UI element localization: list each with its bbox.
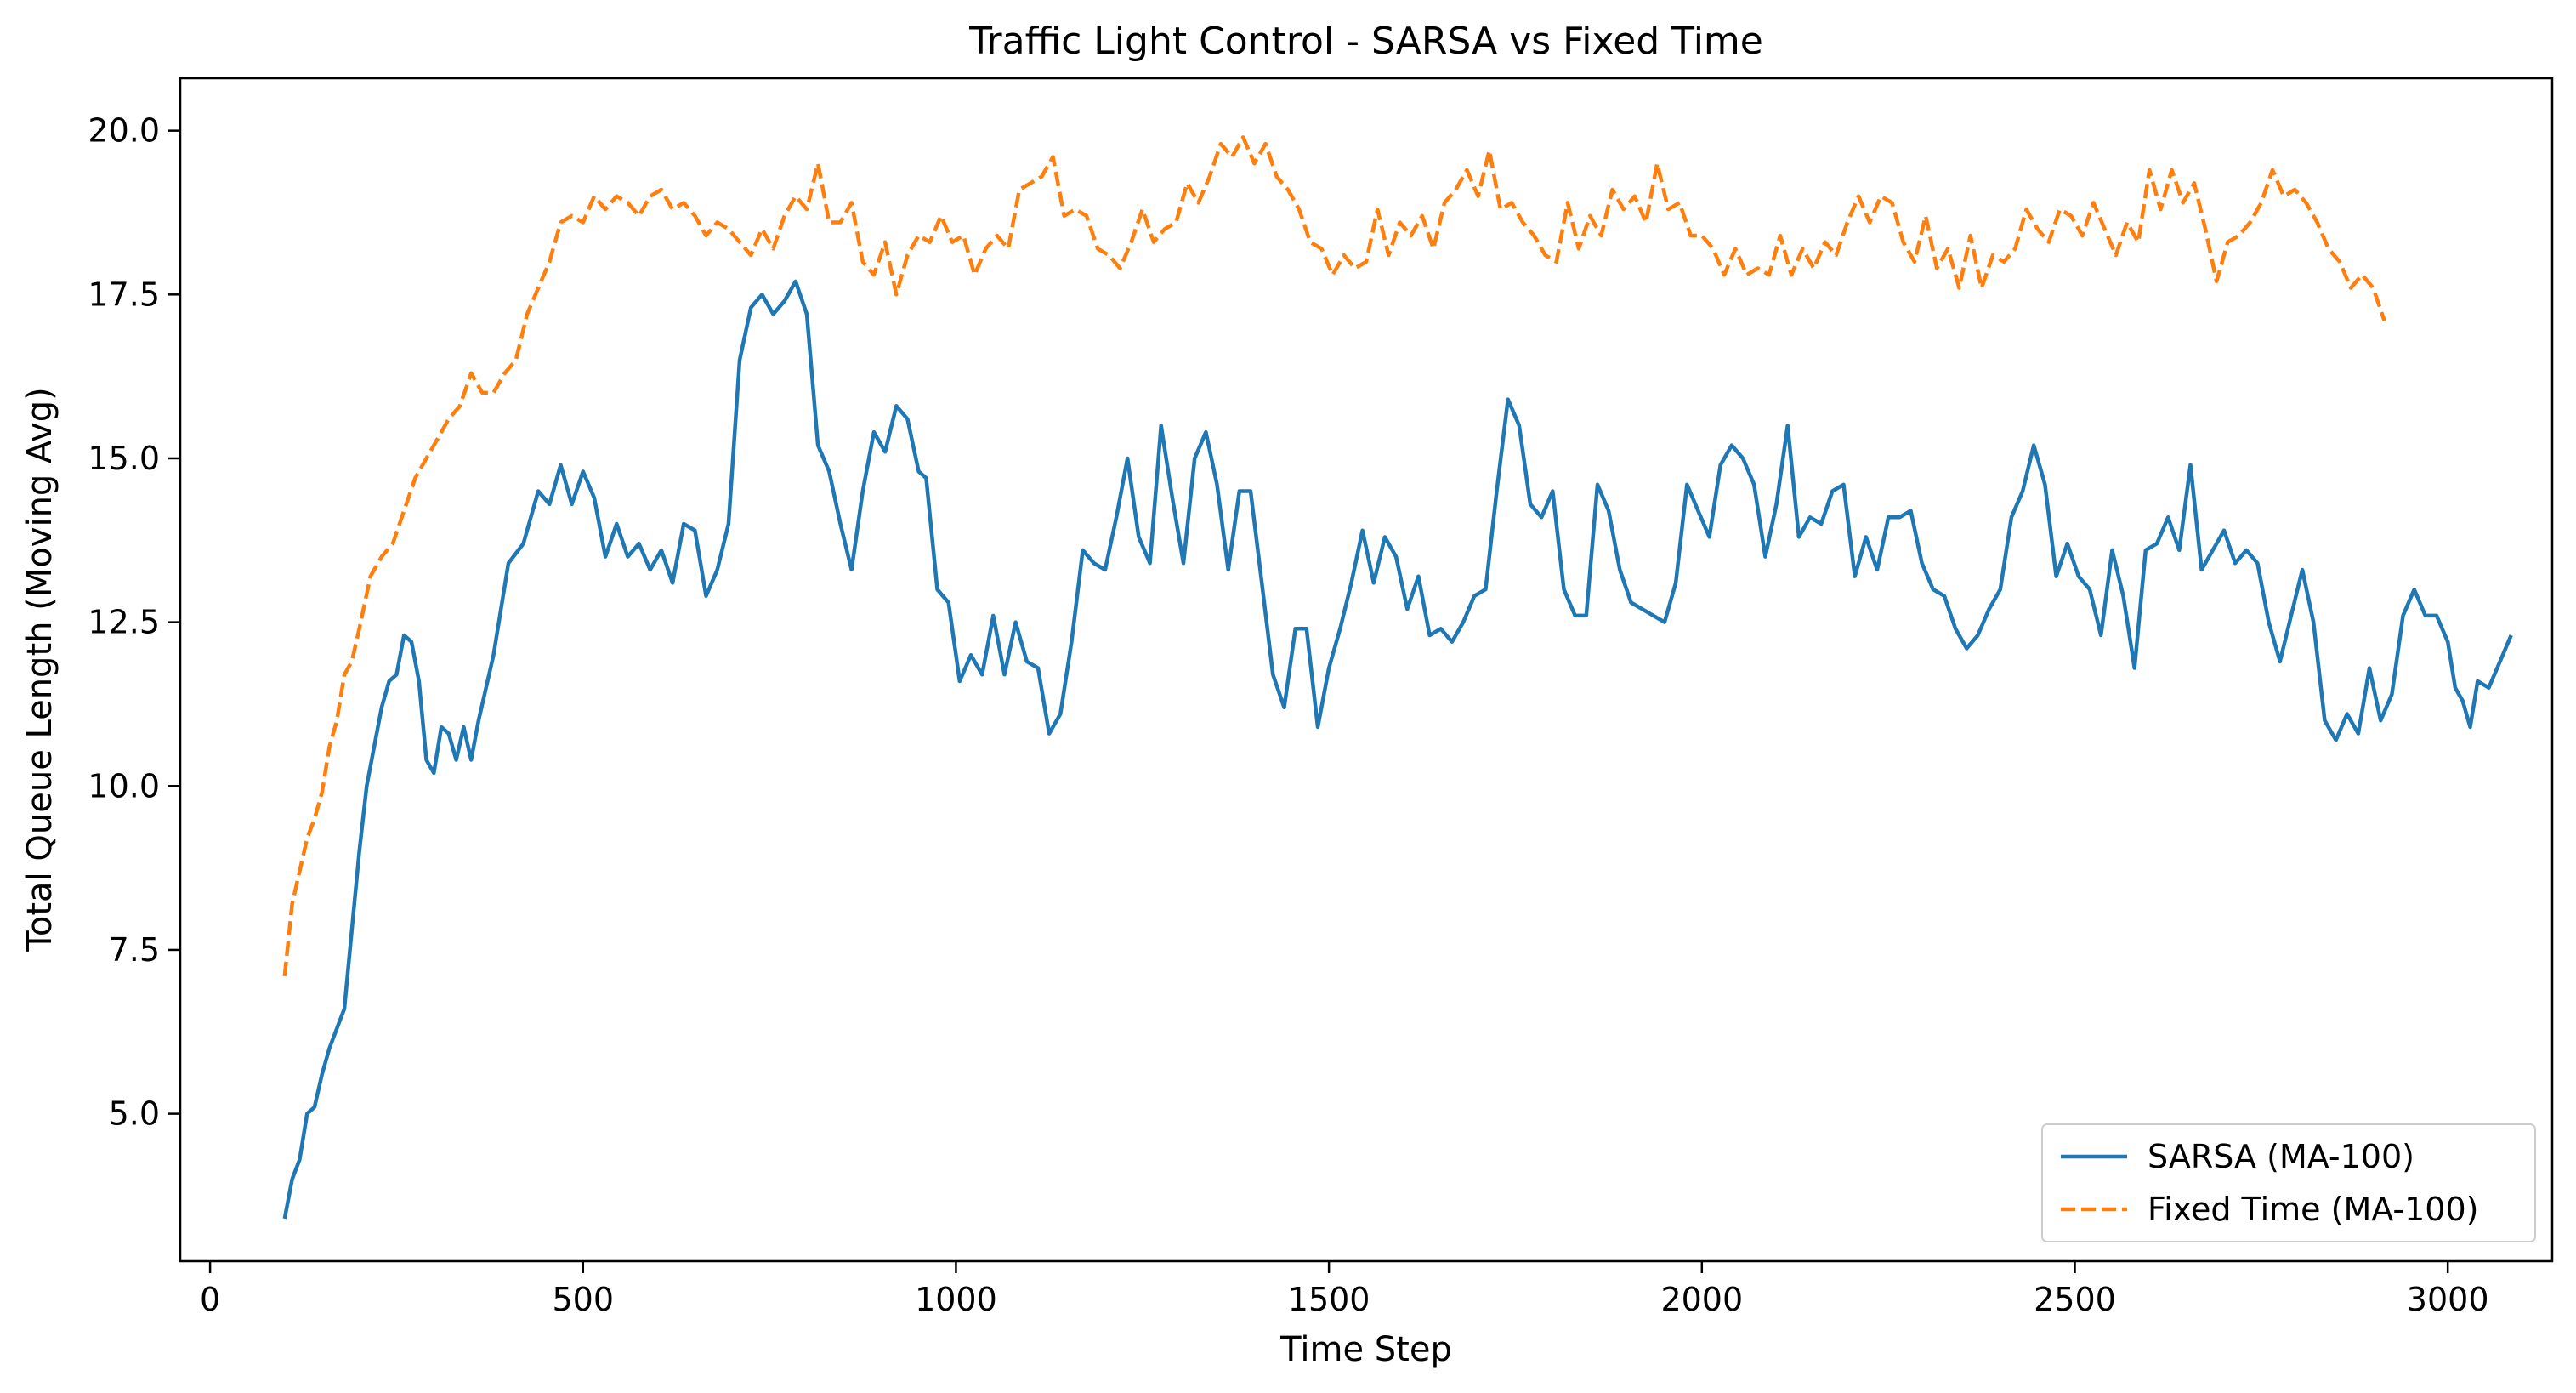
y-axis: 5.0 7.5 10.0 12.5 15.0 17.5 20.0 [88, 112, 180, 1133]
x-tick-label: 2500 [2034, 1281, 2116, 1318]
y-tick-label: 20.0 [88, 112, 160, 150]
x-tick-label: 0 [200, 1281, 220, 1318]
chart-title: Traffic Light Control - SARSA vs Fixed T… [968, 20, 1763, 63]
y-tick-label: 12.5 [88, 604, 160, 641]
y-tick-label: 7.5 [109, 931, 160, 969]
x-tick-label: 1500 [1288, 1281, 1370, 1318]
x-tick-label: 3000 [2407, 1281, 2489, 1318]
legend-label: SARSA (MA-100) [2148, 1138, 2414, 1175]
plot-area [282, 135, 2513, 1220]
y-tick-label: 15.0 [88, 440, 160, 477]
y-tick-label: 5.0 [109, 1095, 160, 1133]
plot-frame [179, 77, 2554, 1263]
x-tick-label: 1000 [915, 1281, 997, 1318]
series-line-sarsa [282, 279, 2513, 1220]
legend: SARSA (MA-100) Fixed Time (MA-100) [2041, 1123, 2536, 1242]
x-tick-label: 2000 [1660, 1281, 1743, 1318]
legend-box [2041, 1123, 2536, 1242]
x-axis-label: Time Step [1279, 1330, 1452, 1369]
x-tick-label: 500 [553, 1281, 615, 1318]
legend-label: Fixed Time (MA-100) [2148, 1191, 2478, 1228]
x-axis: 0 500 1000 1500 2000 2500 3000 [200, 1261, 2489, 1318]
series-line-fixed-time [282, 135, 2386, 977]
y-tick-label: 17.5 [88, 276, 160, 313]
y-axis-label: Total Queue Length (Moving Avg) [20, 387, 60, 952]
y-tick-label: 10.0 [88, 767, 160, 805]
